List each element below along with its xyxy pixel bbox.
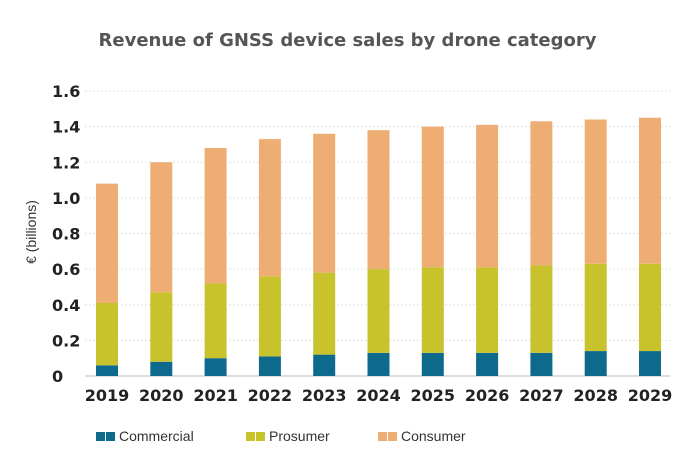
bar-prosumer-2023 (313, 272, 336, 355)
bar-consumer-2028 (584, 119, 607, 264)
bar-consumer-2023 (313, 133, 336, 273)
x-tick-label: 2026 (465, 386, 510, 405)
y-tick-label: 0 (52, 367, 63, 386)
y-tick-label: 0.2 (52, 331, 80, 350)
bar-prosumer-2027 (530, 265, 553, 353)
bar-consumer-2026 (476, 124, 499, 268)
legend-commercial-swatch (96, 431, 105, 441)
bar-consumer-2022 (258, 139, 281, 277)
bar-prosumer-2028 (584, 263, 607, 352)
y-tick-label: 0.8 (52, 225, 80, 244)
legend-prosumer-swatch (246, 431, 255, 441)
bar-prosumer-2024 (367, 269, 390, 353)
legend-commercial: Commercial (96, 428, 194, 444)
y-tick-label: 1.2 (52, 153, 80, 172)
bar-prosumer-2029 (639, 263, 661, 352)
bar-commercial-2029 (639, 351, 661, 376)
x-tick-label: 2025 (411, 386, 456, 405)
bar-consumer-2021 (204, 148, 227, 284)
x-tick-label: 2022 (248, 386, 293, 405)
bar-prosumer-2020 (150, 292, 173, 362)
bar-commercial-2023 (313, 354, 336, 376)
legend-commercial-label: Commercial (119, 428, 194, 444)
y-axis-label: € (billions) (23, 200, 39, 264)
bar-prosumer-2019 (96, 302, 118, 366)
bar-prosumer-2025 (421, 267, 444, 353)
x-tick-label: 2019 (85, 386, 130, 405)
bar-commercial-2020 (150, 361, 173, 376)
legend-consumer-swatch (378, 431, 387, 441)
bar-consumer-2027 (530, 121, 553, 266)
bar-commercial-2022 (258, 356, 281, 376)
bar-commercial-2026 (476, 352, 499, 376)
x-tick-label: 2020 (139, 386, 184, 405)
bar-consumer-2024 (367, 130, 390, 270)
chart-title: Revenue of GNSS device sales by drone ca… (98, 30, 597, 51)
x-tick-label: 2029 (628, 386, 673, 405)
bar-consumer-2029 (639, 117, 661, 264)
legend-commercial-swatch (106, 431, 115, 441)
legend-prosumer-label: Prosumer (269, 428, 330, 444)
legend-prosumer: Prosumer (246, 428, 330, 444)
x-tick-label: 2023 (302, 386, 347, 405)
y-tick-label: 1.4 (52, 118, 80, 137)
bar-commercial-2028 (584, 351, 607, 376)
x-tick-label: 2028 (573, 386, 618, 405)
bar-prosumer-2022 (258, 276, 281, 357)
bar-commercial-2025 (421, 352, 444, 376)
y-tick-label: 0.4 (52, 296, 80, 315)
bar-commercial-2024 (367, 352, 390, 376)
x-tick-label: 2021 (193, 386, 238, 405)
legend-consumer-label: Consumer (401, 428, 466, 444)
x-tick-label: 2024 (356, 386, 401, 405)
legend-consumer: Consumer (378, 428, 466, 444)
x-tick-label: 2027 (519, 386, 564, 405)
bar-commercial-2019 (96, 365, 118, 376)
legend-prosumer-swatch (256, 431, 265, 441)
bar-commercial-2027 (530, 352, 553, 376)
bar-consumer-2025 (421, 126, 444, 268)
y-tick-label: 0.6 (52, 260, 80, 279)
bar-prosumer-2021 (204, 283, 227, 359)
y-tick-label: 1.6 (52, 82, 80, 101)
bar-consumer-2019 (96, 183, 118, 303)
legend-consumer-swatch (388, 431, 397, 441)
bar-prosumer-2026 (476, 267, 499, 353)
bar-commercial-2021 (204, 358, 227, 376)
y-tick-label: 1.0 (52, 189, 80, 208)
bar-consumer-2020 (150, 162, 173, 293)
